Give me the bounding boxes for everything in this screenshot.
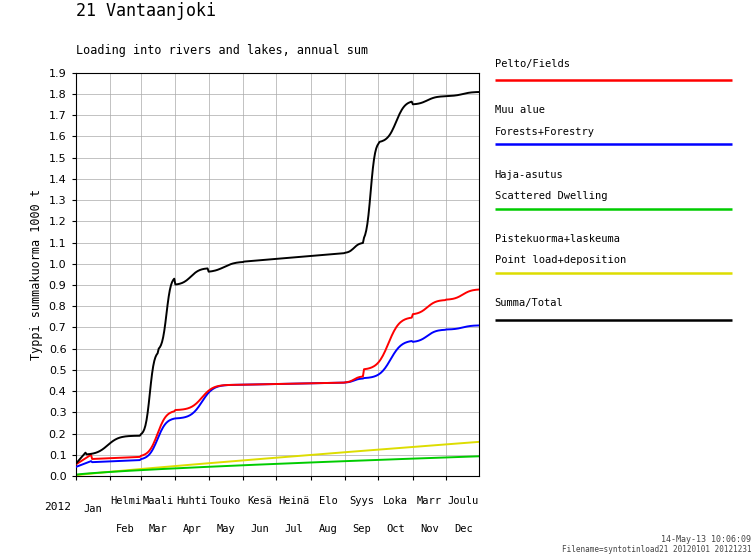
Text: Elo: Elo — [319, 496, 337, 506]
Text: 14-May-13 10:06:09: 14-May-13 10:06:09 — [661, 535, 751, 544]
Text: Pistekuorma+laskeuma: Pistekuorma+laskeuma — [495, 234, 620, 244]
Text: Sep: Sep — [353, 524, 371, 534]
Text: Summa/Total: Summa/Total — [495, 298, 563, 309]
Text: Oct: Oct — [387, 524, 405, 534]
Text: Apr: Apr — [183, 524, 202, 534]
Text: Kesä: Kesä — [247, 496, 273, 506]
Text: Loading into rivers and lakes, annual sum: Loading into rivers and lakes, annual su… — [76, 44, 368, 57]
Text: Heinä: Heinä — [278, 496, 310, 506]
Text: Joulu: Joulu — [448, 496, 479, 506]
Text: Haja-asutus: Haja-asutus — [495, 170, 563, 180]
Text: 2012: 2012 — [45, 502, 72, 512]
Text: Point load+deposition: Point load+deposition — [495, 255, 626, 265]
Text: Pelto/Fields: Pelto/Fields — [495, 59, 569, 69]
Text: Jan: Jan — [83, 504, 102, 514]
Text: Marr: Marr — [417, 496, 442, 506]
Text: Touko: Touko — [210, 496, 242, 506]
Text: Mar: Mar — [149, 524, 168, 534]
Text: Jul: Jul — [284, 524, 303, 534]
Text: Nov: Nov — [420, 524, 439, 534]
Text: Maali: Maali — [143, 496, 174, 506]
Text: Loka: Loka — [383, 496, 408, 506]
Text: Aug: Aug — [319, 524, 337, 534]
Text: Scattered Dwelling: Scattered Dwelling — [495, 191, 607, 201]
Text: Dec: Dec — [454, 524, 473, 534]
Text: May: May — [217, 524, 236, 534]
Text: Huhti: Huhti — [177, 496, 208, 506]
Text: Filename=syntotinload21 20120101 20121231: Filename=syntotinload21 20120101 2012123… — [562, 545, 751, 554]
Text: Muu alue: Muu alue — [495, 105, 544, 115]
Text: Syys: Syys — [350, 496, 374, 506]
Y-axis label: Typpi summakuorma 1000 t: Typpi summakuorma 1000 t — [30, 189, 43, 360]
Text: Helmi: Helmi — [109, 496, 141, 506]
Text: Forests+Forestry: Forests+Forestry — [495, 127, 594, 137]
Text: Jun: Jun — [251, 524, 269, 534]
Text: Feb: Feb — [116, 524, 135, 534]
Text: 21 Vantaanjoki: 21 Vantaanjoki — [76, 2, 215, 20]
